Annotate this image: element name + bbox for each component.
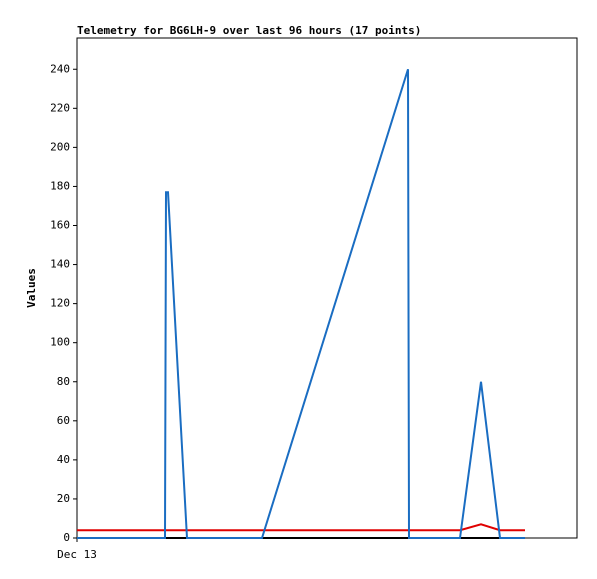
y-tick-label: 40 bbox=[57, 453, 70, 466]
y-tick-label: 160 bbox=[50, 219, 70, 232]
x-tick-label: Dec 13 bbox=[57, 548, 97, 561]
y-tick-label: 60 bbox=[57, 414, 70, 427]
y-axis-label: Values bbox=[25, 268, 38, 308]
y-tick-label: 20 bbox=[57, 492, 70, 505]
y-tick-label: 200 bbox=[50, 140, 70, 153]
y-tick-label: 0 bbox=[63, 531, 70, 544]
y-tick-label: 100 bbox=[50, 336, 70, 349]
y-tick-label: 120 bbox=[50, 297, 70, 310]
y-tick-label: 80 bbox=[57, 375, 70, 388]
y-tick-label: 220 bbox=[50, 101, 70, 114]
y-tick-label: 240 bbox=[50, 62, 70, 75]
y-tick-label: 180 bbox=[50, 179, 70, 192]
chart-title: Telemetry for BG6LH-9 over last 96 hours… bbox=[77, 24, 421, 37]
series-line bbox=[77, 68, 525, 539]
y-tick-label: 140 bbox=[50, 258, 70, 271]
